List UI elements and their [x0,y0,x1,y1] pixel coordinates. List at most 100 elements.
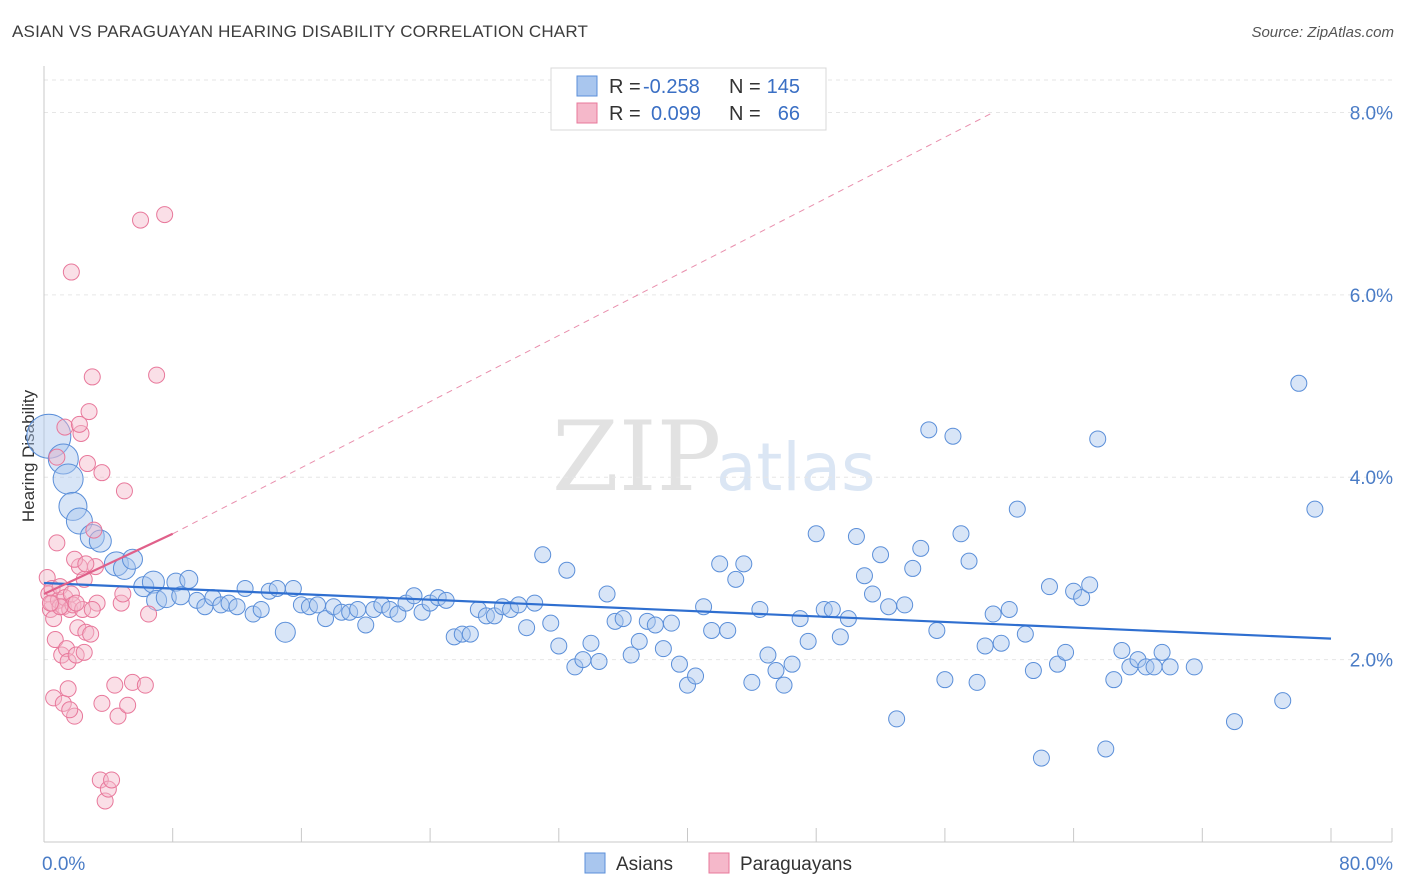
asian-point-105 [896,596,914,614]
paraguayan-point-41 [114,585,132,603]
asian-point-79 [687,667,705,685]
asian-legend-swatch [576,75,598,97]
paraguayan-point-7 [48,534,66,552]
asian-point-68 [598,585,616,603]
paraguayan-point-59 [70,415,88,433]
asian-trend-line [43,581,1332,640]
paraguayan-point-43 [119,696,137,714]
asian-point-74 [646,616,664,634]
paraguayan-point-6 [46,631,64,649]
asian-point-29 [284,579,302,597]
paraguayan-point-38 [106,676,124,694]
trend-lines [43,112,1332,640]
asian-point-119 [1008,500,1026,518]
paraguayan-point-13 [58,640,76,658]
paraguayan-trend-line [43,532,174,595]
asian-point-70 [614,610,632,628]
asian-point-1 [47,443,79,475]
asian-point-138 [1161,658,1179,676]
asian-point-72 [630,632,648,650]
asian-point-104 [888,710,906,728]
paraguayan-point-29 [83,368,101,386]
paraguayan-point-47 [140,605,158,623]
paraguayan-point-28 [82,625,100,643]
asian-point-37 [349,600,367,618]
asian-point-114 [968,673,986,691]
paraguayan-point-26 [78,455,96,473]
asian-point-60 [534,546,552,564]
asian-point-117 [992,634,1010,652]
x-tick-max: 80.0% [1339,854,1393,875]
paraguayan-point-57 [48,448,66,466]
paraguayan-r-label: R = [609,103,641,125]
paraguayan-n-value: 66 [778,103,800,125]
asian-point-6 [88,529,112,553]
paraguayan-point-42 [115,482,133,500]
paraguayan-legend-swatch [576,102,598,124]
paraguayan-r-value: 0.099 [651,103,701,125]
asian-point-73 [638,612,656,630]
asian-point-65 [574,651,592,669]
asian-point-41 [381,600,399,618]
asian-point-137 [1153,643,1171,661]
asian-point-33 [317,610,335,628]
asian-point-103 [880,598,898,616]
asian-point-21 [220,594,238,612]
asian-point-3 [58,491,88,521]
paraguayan-point-16 [62,585,80,603]
asian-point-89 [767,662,785,680]
asian-point-127 [1073,589,1091,607]
asian-point-58 [518,619,536,637]
asian-point-63 [558,561,576,579]
paraguayan-series-swatch [708,852,730,874]
source-label: Source: ZipAtlas.com [1251,24,1394,41]
asian-point-2 [52,463,84,495]
asian-n-value: 145 [767,76,800,98]
x-tick-labels: 0.0% 80.0% [42,854,1393,875]
paraguayan-point-0 [38,569,56,587]
series-legend: Asians Paraguayans [584,852,852,875]
asian-point-124 [1049,655,1067,673]
paraguayan-point-23 [74,600,92,618]
asian-point-93 [799,632,817,650]
asian-point-91 [783,655,801,673]
paraguayan-point-45 [132,211,150,229]
paraguayan-point-39 [109,707,127,725]
asian-point-88 [759,646,777,664]
y-tick-label-0: 2.0% [1350,651,1393,672]
asian-point-76 [662,614,680,632]
paraguayan-point-56 [62,263,80,281]
asian-point-108 [920,421,938,439]
asian-point-51 [461,625,479,643]
asian-point-121 [1024,662,1042,680]
asian-point-83 [719,621,737,639]
paraguayan-point-30 [85,521,103,539]
asian-point-99 [847,528,865,546]
asian-point-81 [703,621,721,639]
asian-n-label: N = [729,76,761,98]
asian-point-67 [590,652,608,670]
asian-r-label: R = [609,76,641,98]
asian-point-123 [1040,578,1058,596]
asian-point-85 [735,555,753,573]
paraguayan-point-60 [93,464,111,482]
asian-point-57 [510,596,528,614]
paraguayan-point-63 [41,594,59,612]
y-axis-label: Hearing Disability [19,389,38,522]
asian-point-143 [1306,500,1324,518]
asian-point-131 [1105,671,1123,689]
y-tick-label-3: 8.0% [1350,103,1393,124]
asian-point-111 [944,427,962,445]
asian-point-62 [550,637,568,655]
asian-point-140 [1225,713,1243,731]
stats-legend: R = -0.258 N = 145 R = 0.099 N = 66 [550,67,827,131]
asian-point-129 [1089,430,1107,448]
asian-point-92 [791,610,809,628]
asian-points [26,374,1324,767]
asian-point-44 [405,587,423,605]
asian-point-66 [582,634,600,652]
paraguayan-point-65 [61,701,79,719]
grid-lines [44,79,1392,661]
asian-point-132 [1113,642,1131,659]
asian-point-115 [976,637,994,655]
